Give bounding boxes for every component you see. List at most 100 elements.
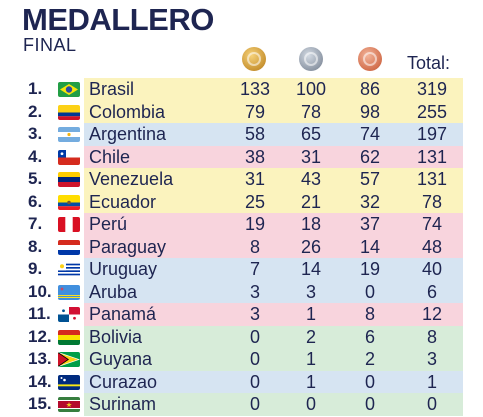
bronze-count: 0 <box>364 371 375 392</box>
bronze-count: 6 <box>364 326 375 347</box>
bronze-count: 0 <box>364 394 375 414</box>
table-row: 10. Aruba 3 3 0 6 <box>0 280 483 303</box>
country-name: Uruguay <box>89 259 158 279</box>
row-background <box>84 280 463 303</box>
silver-count: 2 <box>305 326 316 347</box>
page-title: MEDALLERO <box>22 2 214 37</box>
rank-number: 13. <box>28 349 52 368</box>
table-row: 4. Chile 38 31 62 131 <box>0 145 483 168</box>
country-name: Bolivia <box>89 326 143 347</box>
gold-count: 3 <box>249 304 260 324</box>
country-name: Colombia <box>89 101 166 122</box>
total-count: 8 <box>426 326 437 347</box>
gold-count: 3 <box>249 281 260 302</box>
silver-count: 1 <box>305 304 316 324</box>
silver-count: 65 <box>300 124 322 144</box>
country-name: Panamá <box>89 304 157 324</box>
suriname-flag-icon <box>58 397 80 412</box>
rank-number: 14. <box>28 371 52 391</box>
gold-count: 31 <box>244 169 266 189</box>
rank-number: 11. <box>28 304 51 323</box>
bronze-count: 8 <box>364 304 375 324</box>
bronze-count: 86 <box>359 79 381 99</box>
row-background <box>84 123 463 146</box>
gold-count: 133 <box>239 79 271 99</box>
country-name: Paraguay <box>89 236 167 257</box>
country-name: Surinam <box>89 394 157 414</box>
table-row: 5. Venezuela 31 43 57 131 <box>0 168 483 191</box>
row-background <box>84 393 463 416</box>
ecuador-flag-icon <box>58 194 80 210</box>
table-row: 2. Colombia 79 78 98 255 <box>0 100 483 123</box>
total-count: 131 <box>416 146 448 167</box>
total-count: 40 <box>421 259 443 279</box>
row-background <box>84 190 463 213</box>
total-count: 319 <box>416 79 448 99</box>
paraguay-flag-icon <box>58 239 80 255</box>
total-count: 3 <box>426 349 437 369</box>
total-count: 255 <box>416 101 448 122</box>
rank-number: 3. <box>28 124 43 143</box>
country-name: Aruba <box>89 281 138 302</box>
rank-number: 9. <box>28 259 43 278</box>
rank-number: 6. <box>28 191 43 211</box>
rank-number: 7. <box>28 214 43 233</box>
total-count: 131 <box>416 169 448 189</box>
country-name: Curazao <box>89 371 158 392</box>
page-subtitle: FINAL <box>23 35 77 55</box>
silver-count: 3 <box>305 281 316 302</box>
row-background <box>84 78 463 101</box>
gold-medal-icon <box>242 47 266 71</box>
rank-number: 8. <box>28 236 43 256</box>
silver-count: 43 <box>300 169 322 189</box>
brazil-flag-icon <box>58 82 80 97</box>
table-row: 9. Uruguay 7 14 19 40 <box>0 258 483 281</box>
bronze-count: 37 <box>359 214 381 234</box>
rank-number: 4. <box>28 146 43 166</box>
gold-count: 0 <box>249 349 260 369</box>
table-row: 6. Ecuador 25 21 32 78 <box>0 190 483 213</box>
total-count: 0 <box>426 394 437 414</box>
total-count: 6 <box>426 281 437 302</box>
row-background <box>84 303 463 326</box>
bronze-count: 74 <box>359 124 381 144</box>
row-background <box>84 145 463 168</box>
bronze-count: 57 <box>359 169 381 189</box>
colombia-flag-icon <box>58 104 80 120</box>
gold-count: 0 <box>249 371 260 392</box>
medal-table: 1. Brasil 133 100 86 319 2. Colombia 79 78 98 255 3.… <box>0 78 483 416</box>
table-row: 3. Argentina 58 65 74 197 <box>0 123 483 146</box>
row-background <box>84 100 463 123</box>
silver-count: 78 <box>300 101 322 122</box>
curacao-flag-icon <box>58 374 80 390</box>
rank-number: 5. <box>28 169 43 188</box>
table-row: 13. Guyana 0 1 2 3 <box>0 348 483 371</box>
gold-count: 19 <box>244 214 266 234</box>
rank-number: 15. <box>28 394 52 413</box>
bronze-count: 32 <box>359 191 381 212</box>
silver-count: 1 <box>305 349 316 369</box>
country-name: Chile <box>89 146 131 167</box>
rank-number: 1. <box>28 79 43 98</box>
country-name: Argentina <box>89 124 167 144</box>
total-count: 197 <box>416 124 448 144</box>
rank-number: 2. <box>28 101 43 121</box>
gold-count: 79 <box>244 101 266 122</box>
chile-flag-icon <box>58 149 80 165</box>
bolivia-flag-icon <box>58 329 80 345</box>
table-row: 7. Perú 19 18 37 74 <box>0 213 483 236</box>
bronze-count: 62 <box>359 146 381 167</box>
silver-count: 0 <box>305 394 316 414</box>
panama-flag-icon <box>58 307 80 322</box>
gold-count: 58 <box>244 124 266 144</box>
peru-flag-icon <box>58 217 80 232</box>
bronze-count: 98 <box>359 101 381 122</box>
row-background <box>84 348 463 371</box>
table-row: 1. Brasil 133 100 86 319 <box>0 78 483 101</box>
total-count: 1 <box>426 371 437 392</box>
row-background <box>84 325 463 348</box>
gold-count: 0 <box>249 326 260 347</box>
row-background <box>84 168 463 191</box>
aruba-flag-icon <box>58 284 80 300</box>
country-name: Venezuela <box>89 169 174 189</box>
